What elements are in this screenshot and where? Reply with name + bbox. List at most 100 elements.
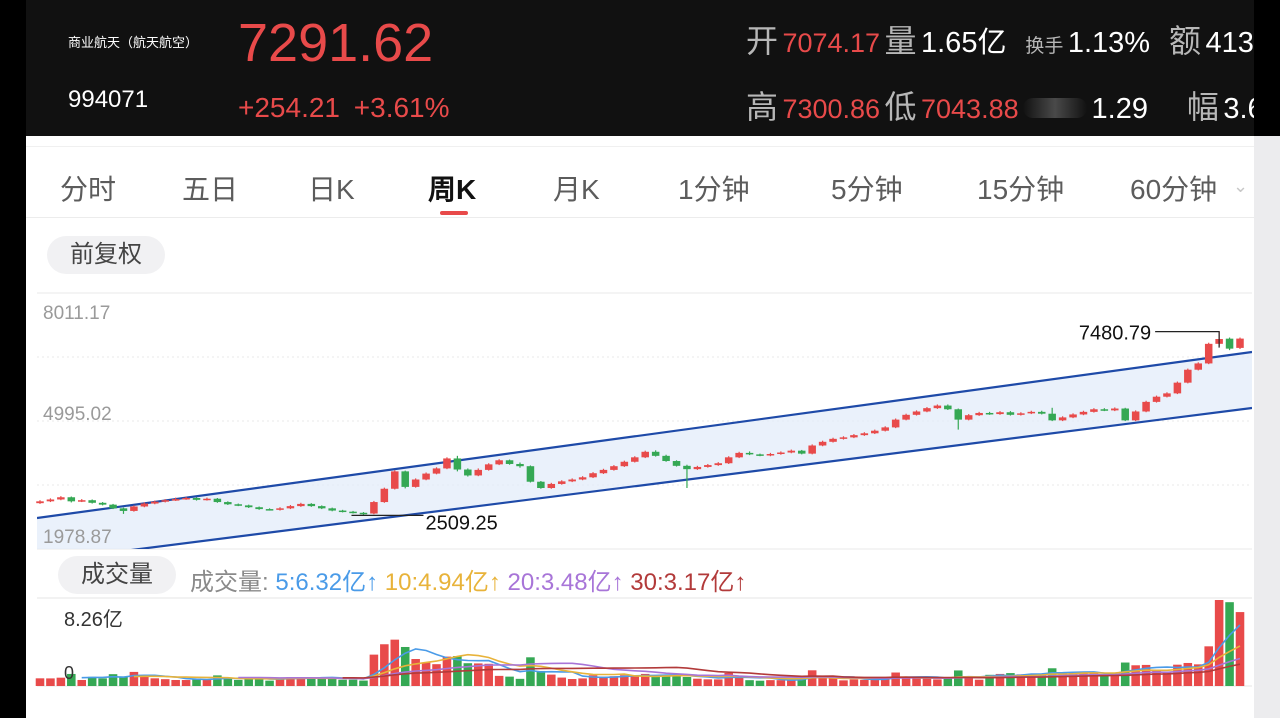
candle-body bbox=[1111, 409, 1119, 411]
trend-channel-upper-line bbox=[37, 352, 1252, 518]
volume-max-label: 8.26亿 bbox=[64, 608, 123, 631]
volume-bar bbox=[432, 664, 441, 686]
volume-bar bbox=[651, 676, 660, 686]
candle-body bbox=[579, 477, 587, 479]
volume-bar bbox=[130, 672, 139, 686]
candle-body bbox=[475, 470, 483, 476]
volume-bar bbox=[631, 675, 640, 686]
price-tick-label: 8011.17 bbox=[43, 303, 110, 324]
candle-body bbox=[266, 509, 274, 511]
candle-body bbox=[193, 498, 201, 500]
volume-bar bbox=[151, 678, 160, 686]
candle-body bbox=[1121, 409, 1129, 421]
volume-bar bbox=[766, 680, 775, 686]
candle-body bbox=[88, 500, 96, 503]
candle-body bbox=[130, 506, 138, 510]
candle-body bbox=[683, 466, 691, 469]
candle-body bbox=[1184, 370, 1192, 383]
candle-body bbox=[631, 457, 639, 461]
volume-bar bbox=[46, 678, 55, 686]
candle-body bbox=[370, 502, 378, 513]
candle-body bbox=[944, 406, 952, 410]
candle-body bbox=[1195, 363, 1203, 369]
candle-body bbox=[662, 456, 670, 461]
candle-body bbox=[568, 480, 576, 482]
candle-body bbox=[746, 453, 754, 455]
volume-bar bbox=[505, 677, 514, 686]
candle-body bbox=[141, 504, 149, 507]
candle-body bbox=[913, 411, 921, 414]
volume-bar bbox=[1225, 602, 1234, 686]
candle-body bbox=[704, 465, 712, 467]
volume-bar bbox=[203, 680, 212, 686]
candle-body bbox=[47, 499, 55, 501]
volume-bar bbox=[704, 679, 713, 686]
candle-body bbox=[1080, 412, 1088, 415]
candle-body bbox=[715, 463, 723, 465]
volume-bar bbox=[923, 678, 932, 686]
candle-body bbox=[36, 501, 44, 503]
candle-body bbox=[600, 470, 608, 473]
max-price-label: 7480.79 bbox=[1079, 323, 1151, 345]
volume-bar bbox=[745, 680, 754, 686]
candle-body bbox=[151, 502, 159, 504]
candle-body bbox=[1163, 393, 1171, 396]
volume-legend-label: 成交量: bbox=[190, 569, 269, 596]
candle-body bbox=[537, 482, 545, 488]
candle-body bbox=[203, 499, 211, 501]
price-tick-label: 4995.02 bbox=[43, 404, 112, 425]
candle-body bbox=[621, 462, 629, 466]
volume-bar bbox=[891, 673, 900, 686]
candle-body bbox=[767, 454, 775, 456]
volume-indicator-toggle[interactable]: 成交量 bbox=[58, 556, 176, 594]
volume-bar bbox=[265, 681, 274, 686]
volume-bar bbox=[714, 679, 723, 686]
candle-body bbox=[819, 442, 827, 446]
candle-body bbox=[297, 504, 305, 506]
volume-ma20: 20:3.48亿↑ bbox=[508, 569, 624, 596]
candle-body bbox=[1017, 413, 1025, 415]
candle-body bbox=[788, 451, 796, 453]
candle-body bbox=[360, 513, 368, 515]
candle-body bbox=[1132, 411, 1140, 420]
volume-bar bbox=[975, 680, 984, 686]
candle-body bbox=[892, 420, 900, 428]
candle-body bbox=[871, 431, 879, 434]
candle-body bbox=[433, 468, 441, 473]
candle-body bbox=[694, 467, 702, 469]
candle-body bbox=[381, 489, 389, 502]
candle-body bbox=[881, 427, 889, 430]
candle-body bbox=[318, 506, 326, 508]
candle-body bbox=[777, 453, 785, 455]
candle-body bbox=[923, 408, 931, 411]
volume-bar bbox=[933, 679, 942, 686]
volume-ma5: 5:6.32亿↑ bbox=[275, 569, 378, 596]
candle-body bbox=[516, 464, 524, 466]
candle-body bbox=[78, 500, 86, 502]
candle-body bbox=[1059, 417, 1067, 420]
candle-body bbox=[965, 415, 973, 419]
volume-bar bbox=[578, 678, 587, 686]
candle-body bbox=[1236, 339, 1244, 348]
candle-body bbox=[975, 413, 983, 415]
candle-body bbox=[161, 500, 169, 502]
candle-body bbox=[641, 452, 649, 458]
candle-body bbox=[1142, 402, 1150, 412]
candle-body bbox=[1048, 414, 1056, 421]
candle-body bbox=[68, 497, 76, 501]
volume-bar bbox=[484, 664, 493, 686]
candle-body bbox=[1101, 409, 1109, 411]
volume-ma10: 10:4.94亿↑ bbox=[385, 569, 501, 596]
candle-body bbox=[829, 439, 837, 442]
volume-bar bbox=[140, 676, 149, 686]
volume-bar bbox=[77, 680, 86, 686]
candle-body bbox=[1174, 383, 1182, 394]
candle-body bbox=[673, 461, 681, 466]
volume-bar bbox=[422, 662, 431, 686]
candle-body bbox=[1090, 409, 1098, 412]
candle-body bbox=[1153, 397, 1161, 402]
candle-body bbox=[120, 508, 128, 511]
candle-body bbox=[235, 504, 243, 506]
volume-axis-labels: 8.26亿0 bbox=[64, 608, 123, 683]
